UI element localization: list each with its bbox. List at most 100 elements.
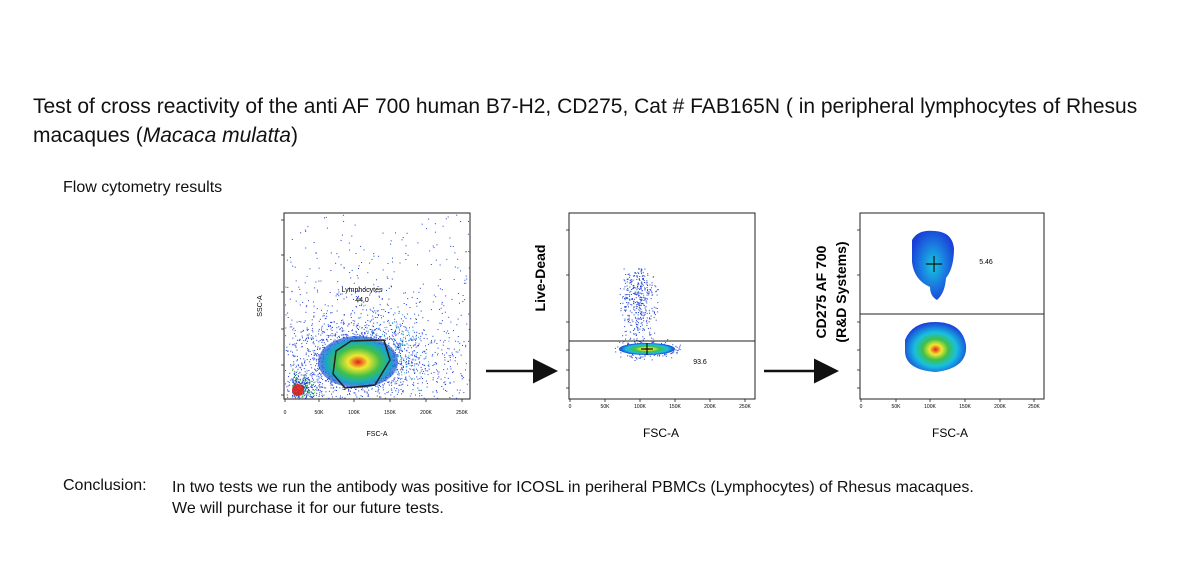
event-dot	[343, 314, 345, 315]
event-dot	[305, 311, 307, 313]
plot-1-debris-density	[292, 384, 304, 396]
event-dot	[313, 343, 315, 345]
event-dot	[397, 368, 399, 370]
event-dot	[338, 295, 340, 297]
event-dot	[303, 385, 305, 387]
event-dot	[638, 322, 639, 324]
event-dot	[410, 337, 412, 339]
event-dot	[624, 320, 626, 322]
event-dot	[675, 352, 677, 354]
event-dot	[413, 370, 415, 372]
event-dot	[348, 390, 350, 392]
event-dot	[313, 305, 315, 307]
event-dot	[630, 304, 632, 305]
event-dot	[642, 283, 643, 285]
event-dot	[364, 304, 366, 306]
event-dot	[295, 395, 297, 397]
event-dot	[420, 376, 422, 378]
event-dot	[420, 366, 422, 368]
event-dot	[408, 344, 410, 346]
event-dot	[635, 317, 637, 319]
event-dot	[417, 387, 419, 389]
event-dot	[640, 300, 642, 302]
event-dot	[297, 396, 299, 398]
event-dot	[646, 312, 648, 314]
event-dot	[331, 381, 333, 383]
event-dot	[641, 342, 643, 343]
event-dot	[394, 345, 396, 347]
event-dot	[467, 233, 469, 235]
event-dot	[297, 374, 299, 376]
event-dot	[637, 342, 639, 344]
event-dot	[415, 353, 417, 355]
event-dot	[294, 376, 295, 378]
event-dot	[324, 343, 326, 345]
event-dot	[295, 335, 297, 337]
event-dot	[634, 309, 636, 311]
event-dot	[441, 303, 443, 305]
event-dot	[361, 262, 363, 263]
event-dot	[413, 368, 415, 370]
event-dot	[298, 395, 300, 397]
event-dot	[647, 290, 648, 292]
event-dot	[301, 384, 303, 386]
event-dot	[375, 312, 377, 314]
event-dot	[333, 386, 335, 388]
event-dot	[653, 312, 655, 314]
event-dot	[420, 340, 422, 342]
event-dot	[624, 280, 626, 282]
event-dot	[360, 332, 362, 334]
event-dot	[373, 284, 375, 286]
event-dot	[421, 394, 423, 396]
event-dot	[303, 374, 305, 376]
event-dot	[335, 262, 337, 264]
event-dot	[296, 342, 298, 344]
event-dot	[459, 302, 460, 304]
event-dot	[414, 350, 416, 352]
event-dot	[309, 268, 311, 270]
event-dot	[629, 281, 631, 283]
event-dot	[349, 272, 351, 274]
event-dot	[419, 372, 421, 374]
event-dot	[384, 310, 386, 312]
event-dot	[325, 391, 327, 393]
event-dot	[305, 352, 307, 354]
event-dot	[394, 381, 396, 383]
event-dot	[620, 356, 622, 358]
event-dot	[306, 382, 308, 384]
event-dot	[325, 339, 327, 341]
event-dot	[314, 392, 316, 394]
event-dot	[359, 397, 361, 399]
event-dot	[629, 315, 630, 317]
event-dot	[355, 253, 357, 254]
event-dot	[636, 276, 638, 277]
event-dot	[339, 397, 341, 399]
event-dot	[638, 295, 640, 297]
event-dot	[400, 324, 402, 326]
event-dot	[372, 318, 374, 320]
event-dot	[345, 335, 347, 337]
event-dot	[343, 267, 345, 269]
event-dot	[298, 372, 300, 374]
event-dot	[398, 373, 400, 375]
event-dot	[649, 312, 650, 314]
event-dot	[413, 344, 415, 346]
event-dot	[295, 381, 297, 383]
event-dot	[404, 336, 406, 338]
event-dot	[319, 347, 321, 349]
event-dot	[303, 393, 304, 395]
event-dot	[400, 340, 402, 341]
event-dot	[395, 371, 397, 373]
event-dot	[361, 332, 363, 334]
event-dot	[380, 396, 382, 398]
event-dot	[357, 322, 359, 324]
event-dot	[295, 396, 297, 398]
event-dot	[462, 301, 464, 303]
event-dot	[649, 317, 650, 319]
event-dot	[454, 340, 456, 342]
plot-2-tick-marks	[566, 229, 746, 402]
event-dot	[341, 334, 343, 336]
event-dot	[463, 282, 465, 284]
event-dot	[639, 307, 641, 309]
event-dot	[292, 396, 294, 398]
